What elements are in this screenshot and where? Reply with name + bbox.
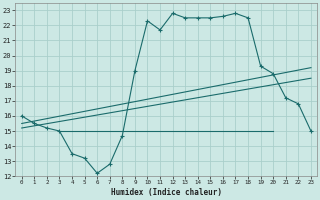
X-axis label: Humidex (Indice chaleur): Humidex (Indice chaleur)	[111, 188, 222, 197]
